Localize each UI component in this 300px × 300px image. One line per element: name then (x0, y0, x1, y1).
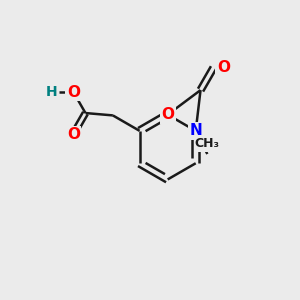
Text: O: O (217, 60, 230, 75)
Text: O: O (161, 107, 174, 122)
Text: O: O (67, 127, 80, 142)
Text: H: H (46, 85, 58, 99)
Text: O: O (67, 85, 80, 100)
Text: N: N (189, 123, 202, 138)
Text: CH₃: CH₃ (195, 137, 220, 151)
